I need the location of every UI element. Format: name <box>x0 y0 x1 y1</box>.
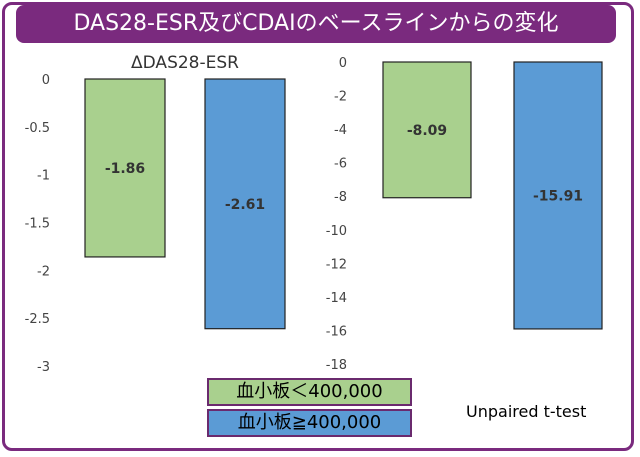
chart-1-ytick-label: 0 <box>339 56 347 71</box>
chart-0-ytick-label: -1 <box>37 169 50 184</box>
chart-0-ytick-label: -3 <box>37 360 50 375</box>
chart-0-ytick-label: -2 <box>37 264 50 279</box>
statistical-test-note: Unpaired t-test <box>466 402 587 421</box>
chart-1-ytick-label: -14 <box>326 291 347 306</box>
chart-0-ytick-label: -2.5 <box>25 312 50 327</box>
chart-1-ytick-label: -18 <box>326 358 347 373</box>
chart-0-data-label: -1.86 <box>105 161 145 177</box>
chart-0-bar <box>84 78 166 258</box>
chart-1-ytick-label: -4 <box>334 123 347 138</box>
chart-1-bar <box>513 61 603 330</box>
legend-item-high-platelet: 血小板≧400,000 <box>207 409 412 437</box>
chart-1-ytick-label: -12 <box>326 257 347 272</box>
chart-1-ytick-label: -6 <box>334 157 347 172</box>
legend-item-low-platelet: 血小板＜400,000 <box>207 378 412 406</box>
chart-1-data-label: -8.09 <box>407 123 447 139</box>
chart-1-ytick-label: -16 <box>326 324 347 339</box>
chart-1-ytick-label: -10 <box>326 224 347 239</box>
chart-1-ytick-label: -8 <box>334 190 347 205</box>
chart-1-ytick-label: -2 <box>334 90 347 105</box>
chart-1-data-label: -15.91 <box>533 188 583 204</box>
chart-0-ytick-label: -1.5 <box>25 217 50 232</box>
chart-1-bar <box>382 61 472 199</box>
chart-0-title: ΔDAS28-ESR <box>131 53 239 73</box>
slide-title: DAS28-ESR及びCDAIのベースラインからの変化 <box>16 5 616 43</box>
chart-0-bar <box>204 78 286 330</box>
chart-0-data-label: -2.61 <box>225 197 265 213</box>
chart-0-ytick-label: 0 <box>42 73 50 88</box>
chart-0-ytick-label: -0.5 <box>25 121 50 136</box>
